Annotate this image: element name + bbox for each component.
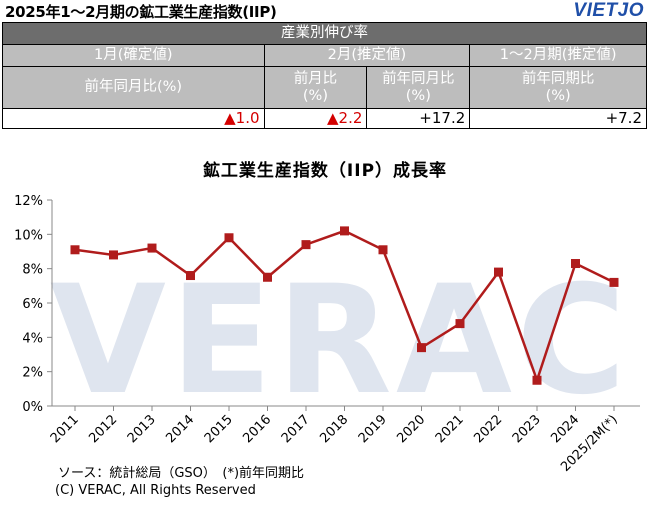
col-metric-feb-yoy-unit: (%) [405,87,431,104]
y-tick-label: 10% [14,228,43,243]
stats-table: 産業別伸び率 1月(確定値) 2月(推定値) 1～2月期(推定値) 前年同月比(… [2,22,647,129]
col-metric-jan: 前年同月比(%) [2,66,265,109]
data-point [147,243,157,253]
data-point [70,245,80,255]
col-metric-feb-mom-unit: (%) [302,87,328,104]
data-point [571,259,580,269]
source-note: ソース：統計総局（GSO） (*)前年同期比 [58,466,305,481]
data-point [340,226,349,236]
data-point [494,267,503,277]
col-metric-feb-yoy: 前年同月比 (%) [366,66,471,109]
col-metric-feb-mom-label: 前月比 [293,70,338,87]
data-point [263,272,272,282]
value-janfeb-yoy: +7.2 [469,108,647,129]
copyright-note: (C) VERAC, All Rights Reserved [55,483,256,498]
y-tick-label: 8% [22,263,43,278]
brand-logo: VIETJO [573,0,644,21]
data-point [532,375,542,385]
value-feb-mom: ▲2.2 [263,108,368,129]
data-point [109,250,118,260]
watermark-text: VERAC [50,254,630,428]
col-period-janfeb: 1～2月期(推定値) [469,44,647,67]
col-period-jan: 1月(確定値) [2,44,265,67]
value-feb-yoy: +17.2 [366,108,471,129]
data-point [378,245,388,255]
data-point [609,277,619,287]
data-point [455,319,465,329]
y-tick-label: 4% [22,331,43,346]
value-jan-yoy: ▲1.0 [2,108,265,129]
data-point [417,343,426,353]
table-section-title: 産業別伸び率 [2,22,647,45]
y-tick-label: 2% [22,366,43,381]
data-point [301,240,311,250]
col-metric-feb-mom: 前月比 (%) [263,66,368,109]
y-tick-label: 6% [22,297,43,312]
col-period-feb: 2月(推定値) [263,44,471,67]
col-metric-janfeb-unit: (%) [545,87,571,104]
chart-title: 鉱工業生産指数（IIP）成長率 [202,161,448,181]
col-metric-janfeb-label: 前年同期比 [521,70,595,87]
y-tick-label: 0% [22,400,43,415]
y-tick-label: 12% [14,194,43,209]
data-point [186,271,195,281]
page-title: 2025年1～2月期の鉱工業生産指数(IIP) [5,3,277,21]
col-metric-janfeb: 前年同期比 (%) [469,66,647,109]
data-point [224,233,234,243]
col-metric-feb-yoy-label: 前年同月比 [382,70,455,87]
